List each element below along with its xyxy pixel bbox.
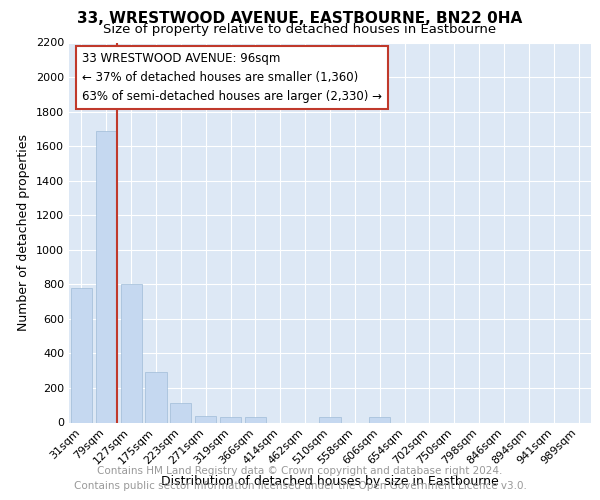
- Bar: [369, 418, 390, 422]
- Text: Contains HM Land Registry data © Crown copyright and database right 2024.
Contai: Contains HM Land Registry data © Crown c…: [74, 466, 526, 491]
- Bar: [121, 284, 142, 422]
- Bar: [170, 402, 191, 422]
- Bar: [195, 416, 216, 422]
- Text: 33 WRESTWOOD AVENUE: 96sqm
← 37% of detached houses are smaller (1,360)
63% of s: 33 WRESTWOOD AVENUE: 96sqm ← 37% of deta…: [82, 52, 382, 103]
- Bar: [96, 130, 117, 422]
- Text: Size of property relative to detached houses in Eastbourne: Size of property relative to detached ho…: [103, 22, 497, 36]
- X-axis label: Distribution of detached houses by size in Eastbourne: Distribution of detached houses by size …: [161, 474, 499, 488]
- Bar: [220, 418, 241, 422]
- Bar: [145, 372, 167, 422]
- Bar: [245, 418, 266, 422]
- Bar: [319, 418, 341, 422]
- Y-axis label: Number of detached properties: Number of detached properties: [17, 134, 31, 331]
- Text: 33, WRESTWOOD AVENUE, EASTBOURNE, BN22 0HA: 33, WRESTWOOD AVENUE, EASTBOURNE, BN22 0…: [77, 11, 523, 26]
- Bar: [71, 288, 92, 422]
